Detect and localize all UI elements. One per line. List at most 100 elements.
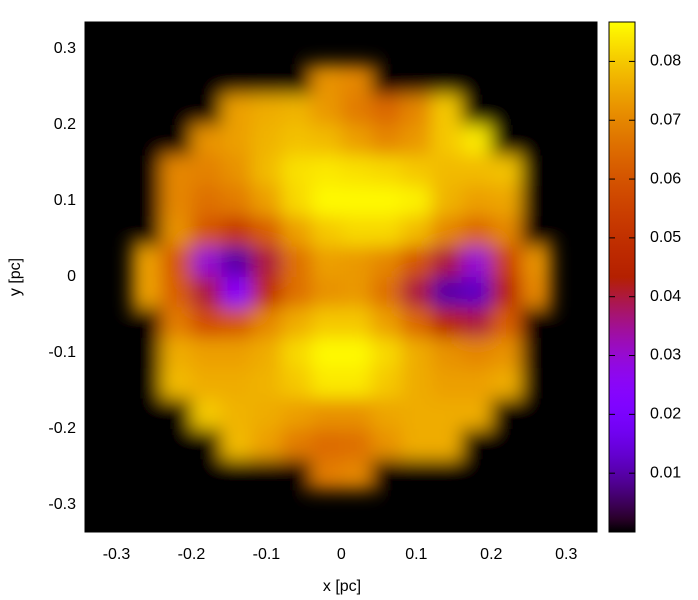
heatmap-cell (221, 398, 252, 430)
heatmap-cell (191, 185, 222, 217)
heatmap-cell (161, 64, 192, 96)
heatmap-cell (461, 277, 492, 308)
heatmap-cell (191, 368, 222, 400)
heatmap-cell (281, 459, 312, 491)
heatmap-cell (431, 64, 462, 96)
heatmap-cell (341, 368, 372, 400)
heatmap-cell (191, 277, 222, 308)
heatmap-cell (131, 64, 162, 96)
heatmap-cell (371, 429, 402, 460)
heatmap-cell (221, 277, 252, 308)
heatmap-cell (281, 277, 312, 308)
heatmap-cell (371, 94, 402, 126)
x-tick-label: 0.1 (405, 546, 427, 563)
heatmap-cell (161, 94, 192, 126)
heatmap-cell (341, 124, 372, 156)
heatmap-cell (131, 398, 162, 430)
heatmap-cell (311, 307, 342, 339)
heatmap-cell (161, 337, 192, 369)
x-tick-label: -0.3 (103, 546, 131, 563)
heatmap-cell (371, 337, 402, 369)
heatmap-cell (221, 368, 252, 400)
heatmap-cell (131, 246, 162, 278)
heatmap-cell (251, 216, 282, 248)
heatmap-cell (161, 307, 192, 339)
heatmap-cell (401, 429, 432, 460)
heatmap-cell (461, 155, 492, 187)
x-tick-label: 0.2 (480, 546, 502, 563)
heatmap-cell (251, 64, 282, 96)
heatmap-cell (521, 429, 552, 460)
heatmap-cell (431, 216, 462, 248)
heatmap-cell (371, 398, 402, 430)
heatmap-cell (341, 155, 372, 187)
heatmap-cell (401, 94, 432, 126)
heatmap-cell (521, 124, 552, 156)
heatmap-cell (461, 337, 492, 369)
colorbar-tick-label: 0.06 (650, 170, 681, 187)
heatmap-cell (281, 94, 312, 126)
heatmap-cell (191, 155, 222, 187)
heatmap-cell (251, 124, 282, 156)
heatmap-cell (521, 307, 552, 339)
heatmap-cell (401, 337, 432, 369)
heatmap-cell (401, 398, 432, 430)
heatmap-cell (161, 216, 192, 248)
heatmap-cell (281, 216, 312, 248)
heatmap-cell (341, 94, 372, 126)
heatmap-cell (491, 429, 522, 460)
heatmap-cell (341, 459, 372, 491)
heatmap-cell (491, 368, 522, 400)
heatmap-cell (521, 94, 552, 126)
heatmap-cell (191, 94, 222, 126)
heatmap-cell (281, 155, 312, 187)
heatmap-cell (131, 216, 162, 248)
heatmap-cell (521, 398, 552, 430)
heatmap-cell (221, 216, 252, 248)
heatmap-cell (221, 185, 252, 217)
heatmap-cell (371, 246, 402, 278)
heatmap-cell (431, 124, 462, 156)
heatmap-cell (281, 429, 312, 460)
heatmap-cell (191, 216, 222, 248)
heatmap-cell (161, 124, 192, 156)
heatmap-cell (281, 337, 312, 369)
heatmap-cell (461, 429, 492, 460)
y-tick-label: -0.3 (48, 496, 76, 513)
heatmap-cell (161, 277, 192, 308)
heatmap-cell (371, 124, 402, 156)
heatmap-cell (371, 307, 402, 339)
heatmap-cell (341, 246, 372, 278)
heatmap-cell (131, 429, 162, 460)
heatmap-cell (521, 185, 552, 217)
heatmap-cell (341, 398, 372, 430)
heatmap-cell (281, 64, 312, 96)
heatmap-cell (461, 246, 492, 278)
heatmap-cell (521, 216, 552, 248)
heatmap-cell (461, 398, 492, 430)
heatmap-cell (221, 459, 252, 491)
y-tick-label: -0.2 (48, 420, 76, 437)
heatmap-cell (491, 155, 522, 187)
colorbar-tick-label: 0.05 (650, 229, 681, 246)
heatmap-cell (251, 459, 282, 491)
y-tick-label: 0.1 (54, 192, 76, 209)
heatmap-cell (521, 155, 552, 187)
heatmap-cell (431, 307, 462, 339)
colorbar-tick-label: 0.03 (650, 347, 681, 364)
heatmap-cell (311, 185, 342, 217)
heatmap-cell (221, 64, 252, 96)
heatmap-cell (521, 277, 552, 308)
heatmap-cell (341, 307, 372, 339)
heatmap-cell (371, 277, 402, 308)
colorbar-tick-label: 0.02 (650, 406, 681, 423)
heatmap-cell (221, 155, 252, 187)
heatmap-cell (461, 94, 492, 126)
heatmap-cell (401, 459, 432, 491)
heatmap-cell (191, 246, 222, 278)
heatmap-cell (281, 124, 312, 156)
heatmap-cell (491, 337, 522, 369)
heatmap-cell (161, 155, 192, 187)
heatmap-cell (311, 277, 342, 308)
